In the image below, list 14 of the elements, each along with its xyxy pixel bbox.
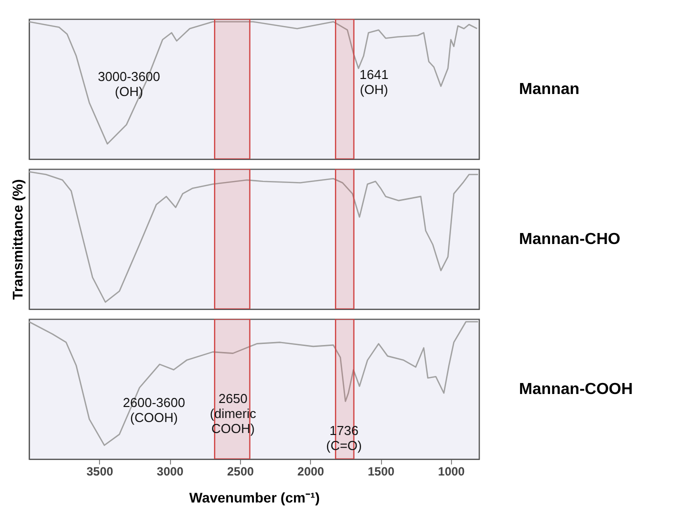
text: Mannan: [519, 81, 580, 98]
text: Mannan-CHO: [519, 231, 620, 248]
annotation: 1641 (OH): [360, 67, 388, 97]
annotation: 2600-3600 (COOH): [122, 395, 186, 425]
x-tick-label: 2500: [227, 464, 254, 478]
x-tick-label: 3500: [86, 464, 114, 478]
text: Mannan-COOH: [519, 381, 633, 398]
x-tick-label: 3000: [156, 464, 184, 478]
y-axis-title: Transmittance (%): [10, 179, 26, 300]
x-tick-label: 1000: [438, 464, 466, 478]
annotation: 3000-3600 (OH): [98, 69, 160, 99]
x-tick-label: 1500: [368, 464, 395, 478]
x-tick-label: 2000: [297, 464, 324, 478]
x-axis-title: Wavenumber (cm⁻¹): [189, 490, 320, 506]
